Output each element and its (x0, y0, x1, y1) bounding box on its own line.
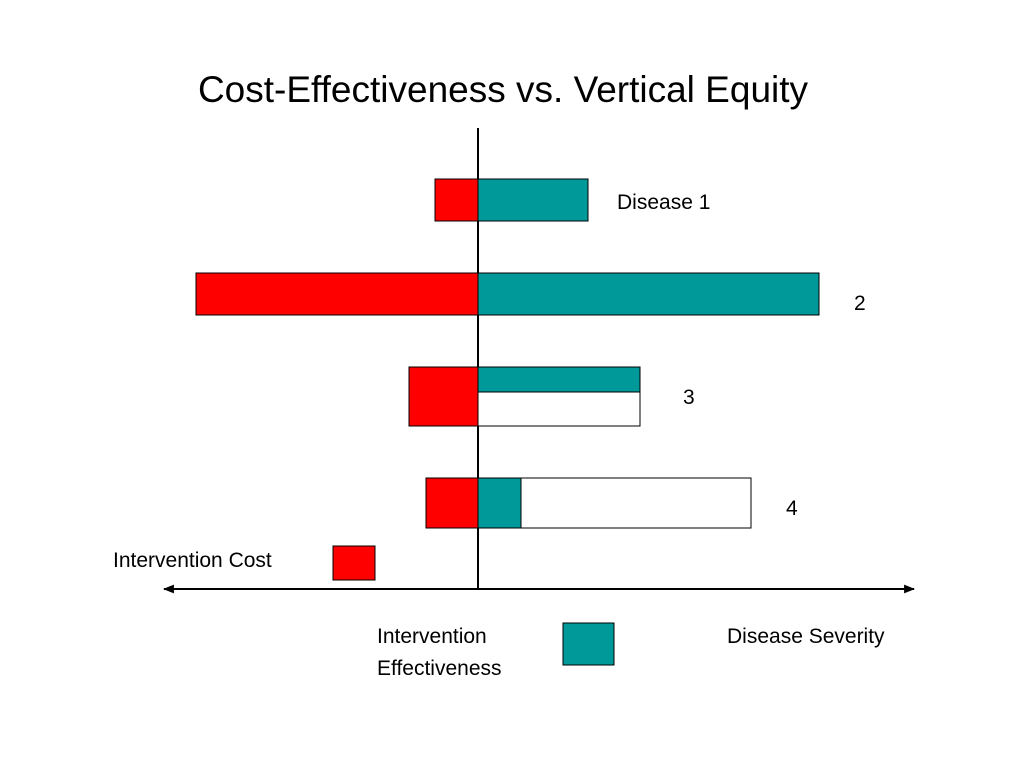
disease-4-cost-bar (425, 477, 479, 529)
disease-3-label: 3 (683, 386, 695, 409)
disease-3-group: 3 (408, 366, 695, 427)
disease-1-group: Disease 1 (434, 178, 710, 222)
legend-effectiveness-label-line2: Effectiveness (377, 657, 502, 680)
disease-4-severity-bar (477, 477, 752, 529)
legend-effectiveness-label-line1: Intervention (377, 625, 487, 648)
disease-2-effectiveness-bar (477, 272, 820, 316)
disease-3-cost-bar (408, 366, 479, 427)
disease-4-group: 4 (425, 477, 798, 529)
disease-1-cost-bar (434, 178, 479, 222)
disease-4-label: 4 (786, 497, 798, 520)
disease-2-group: 2 (195, 272, 866, 316)
diagram-title: Cost-Effectiveness vs. Vertical Equity (197, 69, 809, 110)
disease-2-cost-bar (195, 272, 479, 316)
disease-3-effectiveness-bar (477, 366, 641, 393)
disease-severity-label: Disease Severity (727, 625, 885, 648)
disease-1-label: Disease 1 (617, 191, 710, 214)
legend-cost-label: Intervention Cost (113, 549, 272, 572)
disease-4-effectiveness-bar (477, 477, 522, 529)
disease-1-effectiveness-bar (477, 178, 589, 222)
legend-effectiveness-swatch (562, 622, 615, 666)
disease-2-label: 2 (854, 292, 866, 315)
legend-cost-swatch (332, 545, 376, 581)
